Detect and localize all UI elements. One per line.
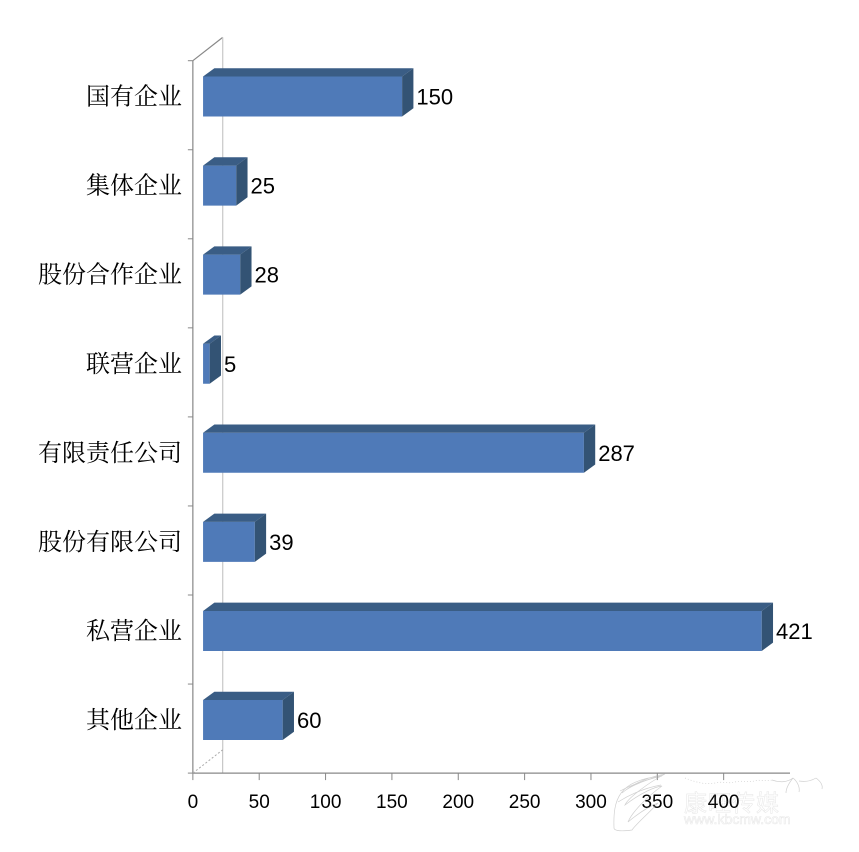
svg-text:39: 39 — [269, 530, 293, 555]
svg-text:25: 25 — [251, 174, 275, 199]
svg-text:www.kbcmw.com: www.kbcmw.com — [683, 811, 791, 827]
svg-text:60: 60 — [297, 708, 321, 733]
svg-text:150: 150 — [376, 792, 408, 813]
svg-text:股份有限公司: 股份有限公司 — [38, 522, 182, 557]
svg-text:287: 287 — [598, 441, 635, 466]
svg-text:200: 200 — [442, 792, 474, 813]
svg-text:国有企业: 国有企业 — [86, 77, 182, 112]
svg-text:5: 5 — [224, 352, 236, 377]
svg-text:150: 150 — [416, 85, 453, 110]
svg-text:100: 100 — [310, 792, 342, 813]
svg-text:其他企业: 其他企业 — [86, 700, 182, 735]
svg-text:50: 50 — [249, 792, 270, 813]
svg-text:股份合作企业: 股份合作企业 — [38, 255, 182, 290]
svg-text:私营企业: 私营企业 — [86, 611, 182, 646]
svg-text:350: 350 — [641, 792, 673, 813]
svg-text:联营企业: 联营企业 — [86, 344, 182, 379]
svg-text:集体企业: 集体企业 — [86, 166, 182, 201]
svg-text:有限责任公司: 有限责任公司 — [38, 433, 182, 468]
svg-text:300: 300 — [575, 792, 607, 813]
svg-text:28: 28 — [255, 263, 279, 288]
svg-text:0: 0 — [188, 792, 199, 813]
svg-text:421: 421 — [776, 619, 813, 644]
svg-text:250: 250 — [509, 792, 541, 813]
